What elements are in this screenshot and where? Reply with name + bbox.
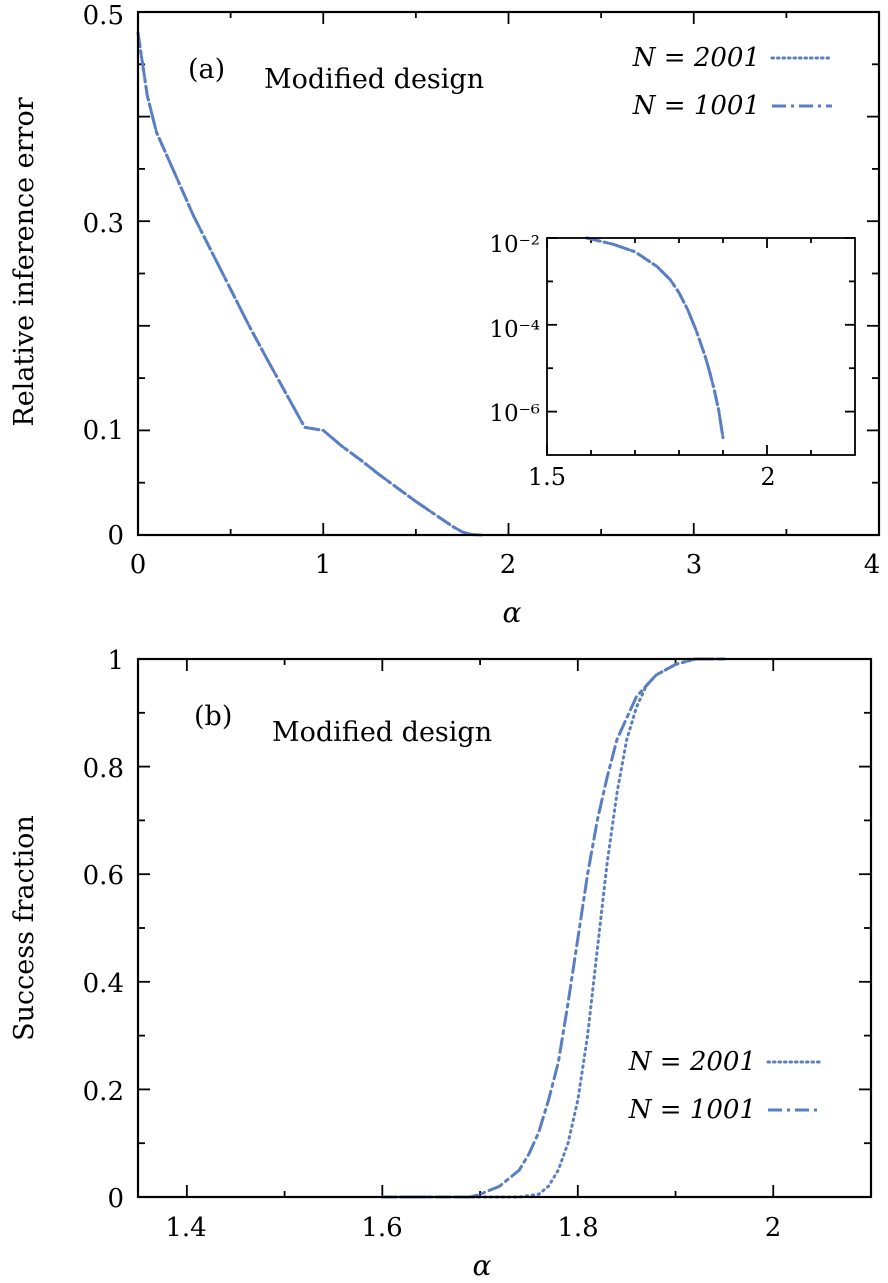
- panel-b-legend-label: N = 2001: [628, 1047, 756, 1077]
- panel-a-xtick-label: 3: [686, 550, 703, 580]
- panel-a-ytick-label: 0.1: [83, 416, 124, 446]
- panel-a-ytick-label: 0.5: [83, 1, 124, 31]
- panel-a-legend-label: N = 2001: [632, 43, 760, 73]
- panel-b-legend-label: N = 1001: [628, 1095, 756, 1125]
- panel-a-xtick-label: 2: [500, 550, 517, 580]
- panel-b-xtick-label: 1.4: [165, 1213, 206, 1243]
- panel-b-xtick-label: 1.8: [557, 1213, 598, 1243]
- panel-b-label: (b): [194, 701, 232, 732]
- panel-a-series-lines: [136, 31, 483, 537]
- panel-b-x-axis-label: α: [473, 1249, 492, 1282]
- panel-a-x-axis-label: α: [503, 596, 522, 629]
- inset-ytick-label: 10⁻²: [489, 232, 540, 258]
- panel-b-y-axis-label: Success fraction: [9, 815, 40, 1041]
- inset-xtick-label: 1.5: [528, 463, 566, 491]
- panel-a-inset: 1.5 2 10⁻² 10⁻⁴ 10⁻⁶: [489, 232, 856, 491]
- panel-a-series-line-1: [136, 31, 483, 537]
- inset-ytick-label: 10⁻⁴: [489, 317, 540, 343]
- inset-ytick-label: 10⁻⁶: [489, 401, 540, 427]
- panel-b-series-line-2: [380, 657, 726, 1199]
- panel-b-ytick-label: 0.6: [83, 861, 124, 891]
- panel-b-xtick-label: 2: [765, 1213, 782, 1243]
- panel-a-xtick-label: 4: [864, 550, 881, 580]
- panel-b-annotation: Modified design: [272, 717, 492, 748]
- panel-b: 1.4 1.6 1.8 2 0 0.2 0.4 0.6 0.8 1 α Succ…: [9, 646, 873, 1282]
- panel-a-frame: [136, 10, 881, 537]
- panel-b-series-line-1: [380, 657, 726, 1199]
- panel-a-xtick-label: 1: [315, 550, 332, 580]
- panel-a-ytick-label: 0.3: [83, 209, 124, 239]
- panel-b-ytick-label: 0.2: [83, 1077, 124, 1107]
- inset-series-line-2: [585, 236, 725, 440]
- panel-a-ytick-label: 0: [107, 521, 124, 551]
- panel-b-ticks: [138, 659, 871, 1197]
- panel-a: 0 1 2 3 4 0 0.1 0.3 0.5 α Relative infer…: [9, 1, 880, 629]
- panel-b-series-lines: [380, 657, 726, 1199]
- panel-b-xtick-label: 1.6: [361, 1213, 402, 1243]
- inset-xtick-label: 2: [760, 463, 775, 491]
- panel-a-y-axis-label: Relative inference error: [9, 97, 40, 426]
- panel-a-xtick-label: 0: [130, 550, 147, 580]
- inset-series-lines: [585, 236, 725, 440]
- panel-a-legend-label: N = 1001: [632, 91, 760, 121]
- panel-b-ytick-label: 0.4: [83, 969, 124, 999]
- inset-frame: [546, 237, 856, 456]
- panel-b-ytick-label: 0.8: [83, 754, 124, 784]
- panel-b-ytick-label: 1: [107, 646, 124, 676]
- panel-a-series-line-2: [136, 31, 483, 537]
- panel-a-annotation: Modified design: [264, 64, 484, 95]
- panel-b-frame: [136, 657, 873, 1199]
- panel-b-ytick-label: 0: [107, 1184, 124, 1214]
- panel-a-label: (a): [188, 54, 225, 85]
